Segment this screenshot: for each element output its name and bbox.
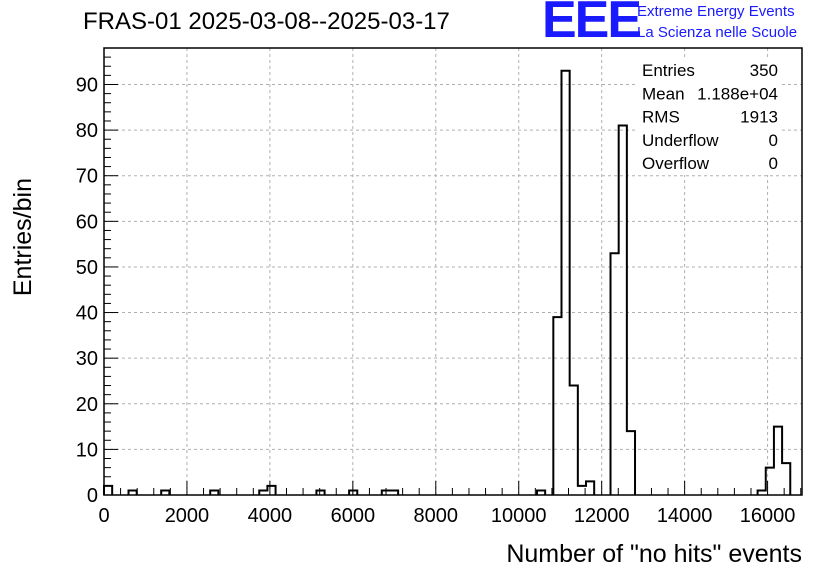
y-tick-label: 10	[76, 439, 98, 461]
stats-label: Mean	[642, 84, 685, 103]
histogram-bin	[619, 126, 627, 495]
stats-box-background	[637, 57, 780, 175]
stats-value: 1913	[740, 108, 778, 127]
histogram-bin	[586, 481, 594, 495]
axis-ticks	[103, 47, 802, 496]
histogram-bin	[774, 427, 782, 495]
x-tick-label: 0	[98, 505, 109, 527]
x-tick-label: 12000	[574, 505, 630, 527]
histogram-bin	[627, 431, 635, 495]
histogram-bin	[570, 386, 578, 495]
y-tick-label: 60	[76, 211, 98, 233]
stats-label: Overflow	[642, 154, 710, 173]
y-tick-label: 20	[76, 394, 98, 416]
x-tick-label: 16000	[740, 505, 796, 527]
y-tick-label: 90	[76, 74, 98, 96]
stats-label: Entries	[642, 61, 695, 80]
y-tick-label: 0	[87, 485, 98, 507]
stats-value: 1.188e+04	[697, 84, 778, 103]
x-tick-label: 4000	[248, 505, 293, 527]
x-tick-labels: 0 2000 4000 6000 8000 10000 12000 14000 16000	[98, 505, 795, 527]
y-tick-labels: 0 10 20 30 40 50 60 70 80 90	[76, 74, 98, 507]
histogram-bin	[611, 253, 619, 495]
stats-value: 0	[769, 154, 778, 173]
stats-value: 350	[750, 61, 778, 80]
histogram-bin	[561, 71, 569, 495]
histogram-bin	[267, 486, 275, 495]
logo-subtitle-line1: Extreme Energy Events	[637, 3, 795, 20]
histogram-bin	[104, 486, 112, 495]
y-tick-label: 50	[76, 257, 98, 279]
y-tick-label: 80	[76, 120, 98, 142]
y-tick-label: 30	[76, 348, 98, 370]
y-tick-label: 70	[76, 166, 98, 188]
x-tick-label: 6000	[331, 505, 376, 527]
x-axis-title: Number of "no hits" events	[506, 540, 802, 568]
histogram-bin	[553, 317, 561, 495]
stats-label: Underflow	[642, 131, 719, 150]
y-tick-label: 40	[76, 303, 98, 325]
stats-value: 0	[769, 131, 778, 150]
x-tick-label: 10000	[491, 505, 547, 527]
eee-logo: EEE	[542, 0, 642, 49]
x-tick-label: 14000	[657, 505, 713, 527]
y-axis-title: Entries/bin	[9, 178, 37, 296]
stats-label: RMS	[642, 108, 680, 127]
chart-title: FRAS-01 2025-03-08--2025-03-17	[83, 8, 450, 35]
x-tick-label: 2000	[165, 505, 210, 527]
histogram-bin	[782, 463, 790, 495]
grid	[104, 48, 802, 495]
x-tick-label: 8000	[414, 505, 459, 527]
plot-frame	[103, 47, 803, 496]
stats-box: Entries 350 Mean 1.188e+04 RMS 1913 Underflow 0…	[637, 57, 780, 175]
logo-subtitle-line2: La Scienza nelle Scuole	[637, 24, 798, 41]
histogram-bin	[766, 468, 774, 495]
